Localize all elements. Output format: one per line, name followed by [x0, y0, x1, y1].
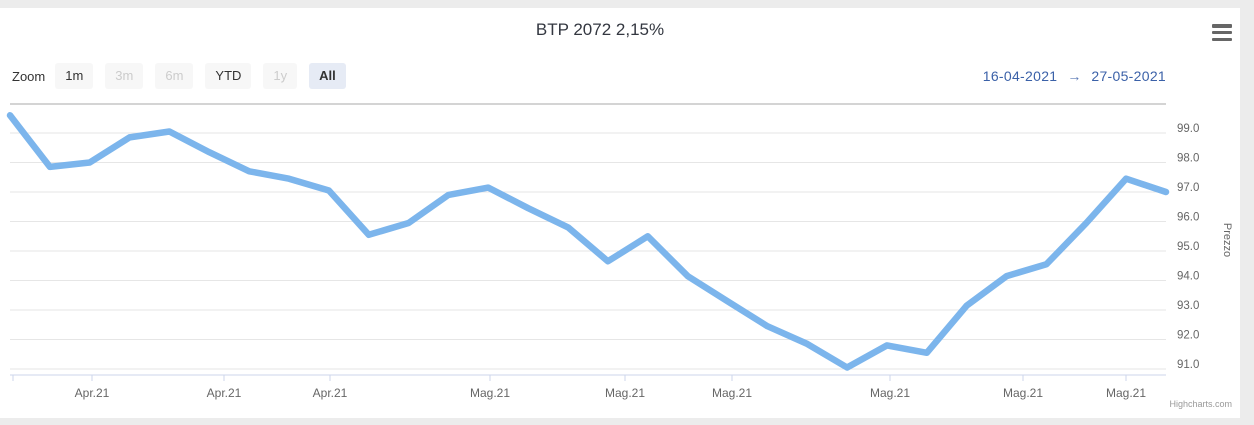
- hamburger-bar: [1212, 37, 1232, 41]
- to-date-input[interactable]: 27-05-2021: [1091, 68, 1166, 84]
- range-selector: Zoom 1m 3m 6m YTD 1y All: [12, 63, 358, 89]
- date-range-arrow-icon: →: [1067, 68, 1082, 84]
- from-date-input[interactable]: 16-04-2021: [982, 68, 1058, 84]
- price-line-series[interactable]: [6, 112, 1170, 371]
- zoom-label: Zoom: [12, 68, 46, 84]
- hamburger-bar: [1212, 24, 1232, 28]
- hamburger-menu-icon[interactable]: [1212, 24, 1233, 41]
- hamburger-bar: [1212, 30, 1232, 35]
- y-axis-label: 96.0: [1177, 212, 1199, 224]
- y-axis-label: 98.0: [1177, 153, 1199, 165]
- y-axis-label: 95.0: [1177, 241, 1199, 253]
- y-axis-label: 93.0: [1177, 300, 1199, 312]
- x-axis-label: Apr.21: [75, 386, 110, 400]
- range-button-1y[interactable]: 1y: [263, 63, 298, 89]
- x-axis-label: Mag.21: [712, 386, 752, 400]
- range-button-all[interactable]: All: [309, 63, 346, 89]
- chart-title: BTP 2072 2,15%: [535, 20, 665, 39]
- chart-container: BTP 2072 2,15% Zoom 1m 3m 6m YTD 1y All …: [0, 8, 1240, 418]
- highcharts-credit[interactable]: Highcharts.com: [1169, 399, 1232, 409]
- x-axis-label: Mag.21: [470, 386, 510, 400]
- range-button-6m[interactable]: 6m: [155, 63, 194, 89]
- range-button-1m[interactable]: 1m: [55, 63, 94, 89]
- x-axis-label: Apr.21: [207, 386, 242, 400]
- x-axis-label: Mag.21: [1106, 386, 1146, 400]
- y-axis-label: 94.0: [1177, 271, 1199, 283]
- x-axis-label: Mag.21: [605, 386, 645, 400]
- y-axis-title: Prezzo: [1221, 223, 1233, 257]
- range-button-3m[interactable]: 3m: [105, 63, 144, 89]
- date-range: 16-04-2021 → 27-05-2021: [983, 66, 1166, 86]
- price-chart-plot[interactable]: 99.0 98.0 97.0 96.0 95.0 94.0 93.0 92.0 91.0 Apr.…: [0, 8, 1240, 418]
- x-axis-label: Apr.21: [313, 386, 348, 400]
- x-axis-label: Mag.21: [870, 386, 910, 400]
- y-axis-label: 97.0: [1177, 182, 1199, 194]
- y-axis-label: 92.0: [1177, 330, 1199, 342]
- x-axis-label: Mag.21: [1003, 386, 1043, 400]
- y-axis-label: 91.0: [1177, 359, 1199, 371]
- y-axis-label: 99.0: [1177, 123, 1199, 135]
- range-button-ytd[interactable]: YTD: [205, 63, 252, 89]
